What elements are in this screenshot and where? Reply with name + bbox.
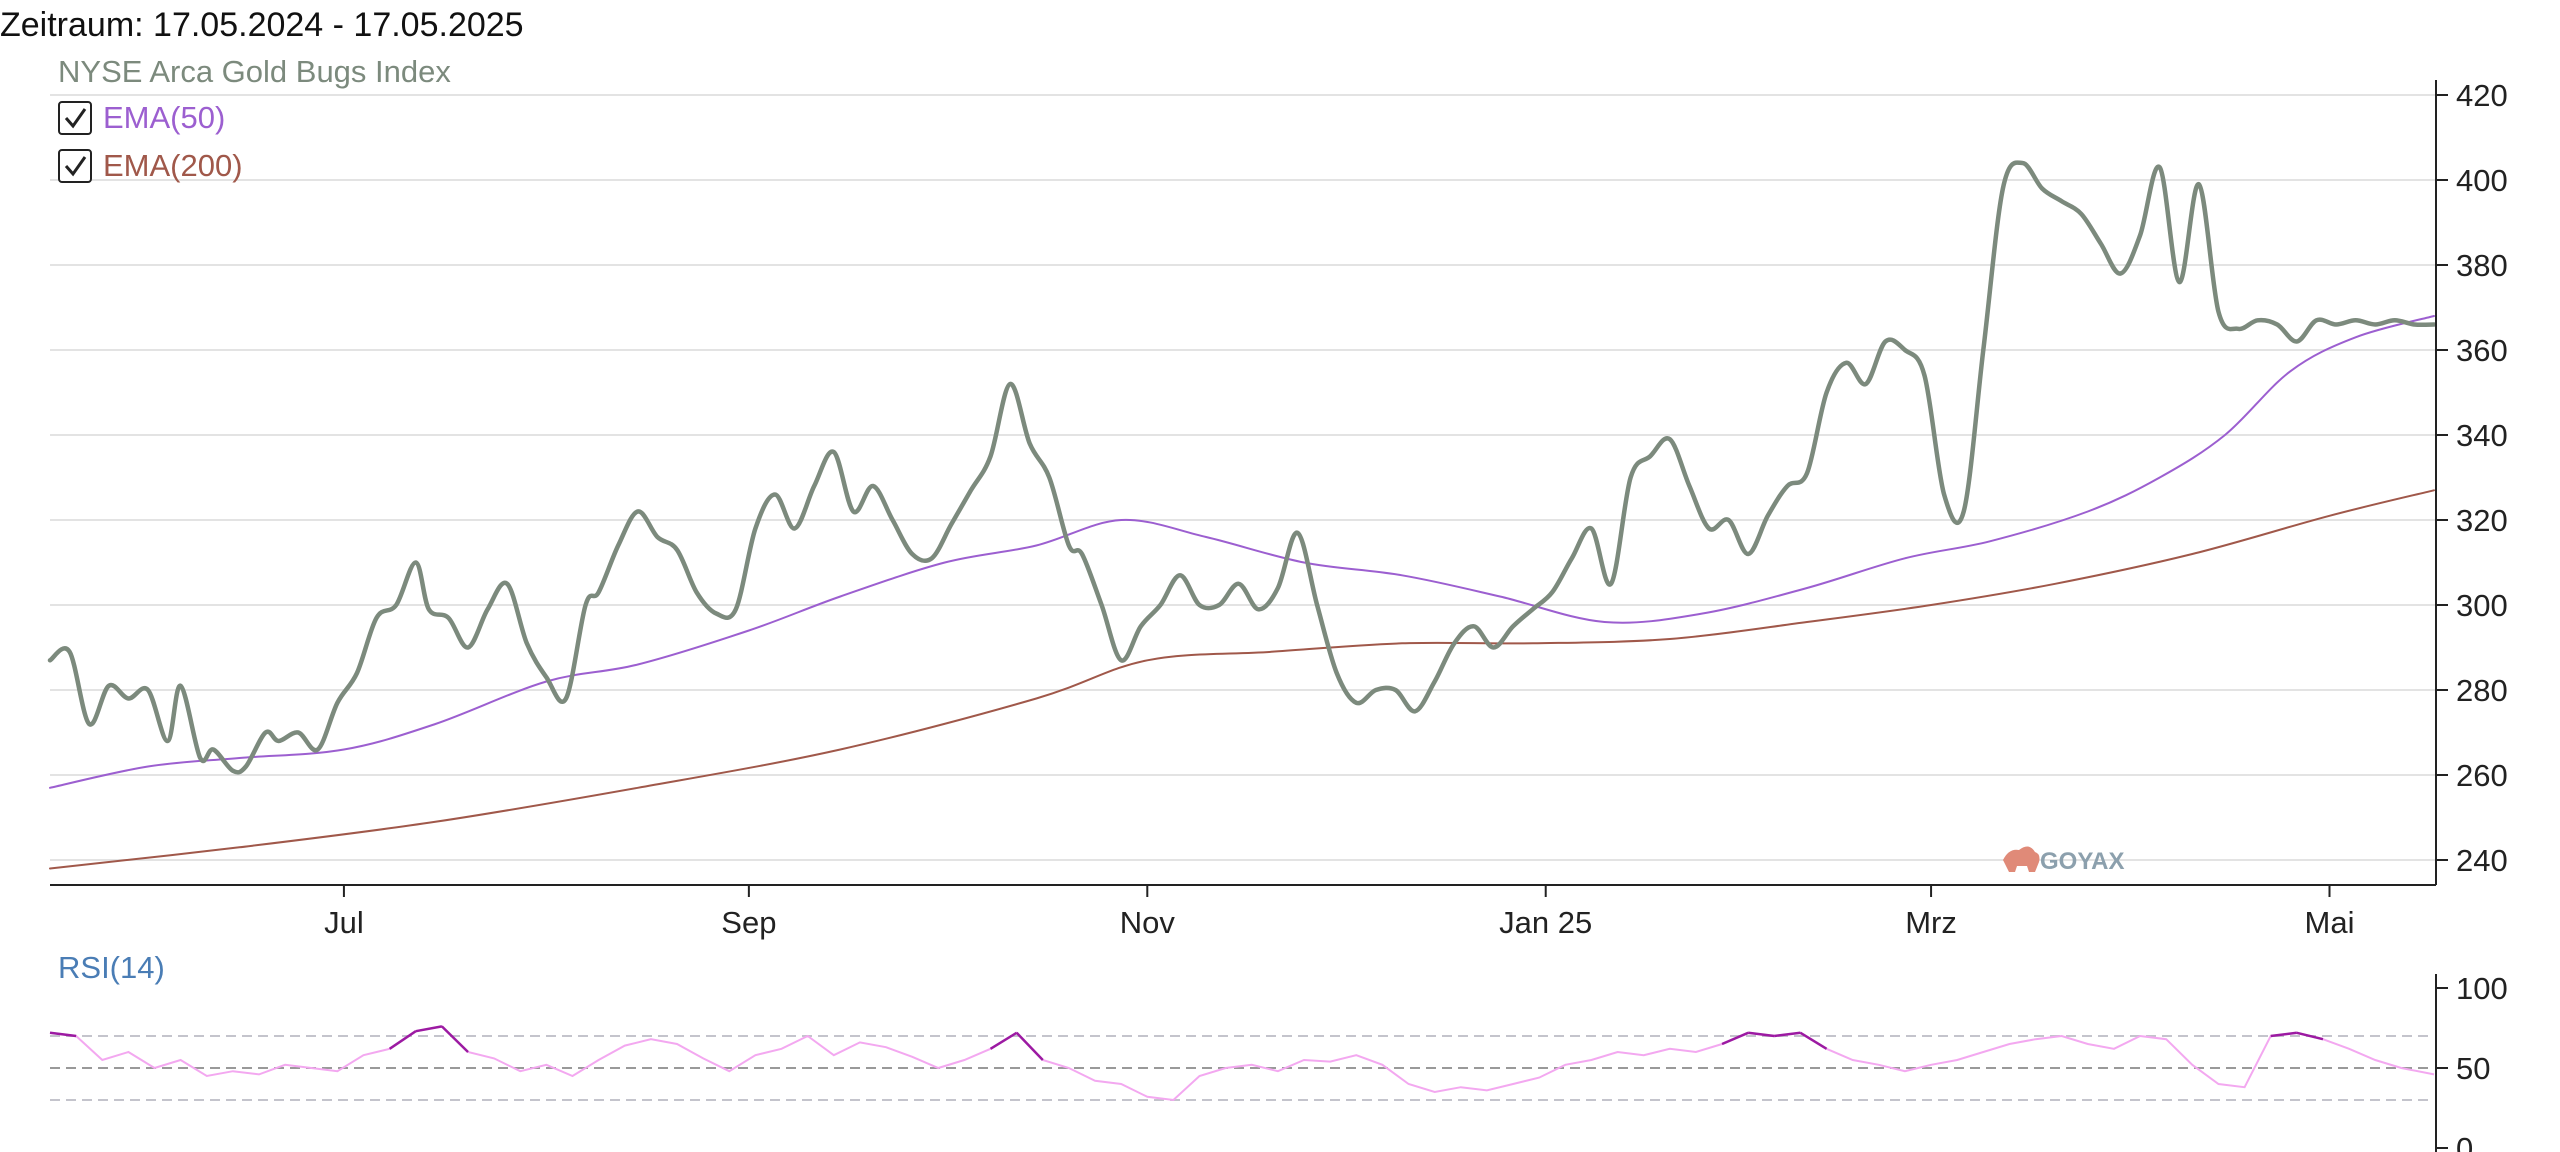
watermark-text: GOYAX — [2040, 848, 2124, 875]
rsi-extreme-segment — [1015, 1031, 1044, 1061]
y-tick-label-360: 360 — [2456, 333, 2508, 368]
rsi-y-tick-label-50: 50 — [2456, 1051, 2490, 1086]
rsi-y-tick-label-0: 0 — [2456, 1131, 2473, 1152]
y-tick-label-420: 420 — [2456, 78, 2508, 113]
goyax-watermark: GOYAX — [2003, 846, 2124, 875]
x-tick-label: Mrz — [1905, 905, 1957, 940]
ema50-line — [49, 315, 2435, 789]
y-tick-label-240: 240 — [2456, 843, 2508, 878]
y-tick-label-260: 260 — [2456, 758, 2508, 793]
check-icon — [64, 156, 87, 177]
rsi-extreme-segment — [989, 1031, 1018, 1050]
x-tick-label: Mai — [2305, 905, 2355, 940]
rsi-extreme-segment — [1721, 1031, 1749, 1046]
rsi-extreme-segment — [49, 1031, 77, 1038]
ema200-checkbox[interactable] — [58, 149, 92, 183]
x-tick-label: Nov — [1120, 905, 1176, 940]
rsi-extreme-segment — [1774, 1031, 1801, 1038]
rsi-axes: 0 50 100 — [2435, 971, 2508, 1152]
ema50-checkbox[interactable] — [58, 101, 92, 135]
rsi-extreme-segment — [2270, 1031, 2297, 1038]
rsi-extreme-segment — [2296, 1031, 2324, 1041]
main-grid — [50, 94, 2438, 861]
rsi-title: RSI(14) — [58, 950, 165, 985]
x-tick-label: Jul — [324, 905, 364, 940]
y-tick-label-380: 380 — [2456, 248, 2508, 283]
main-axes: 240 260 280 300 320 340 360 380 400 420 Jul Sep Nov J… — [50, 78, 2508, 940]
y-tick-label-340: 340 — [2456, 418, 2508, 453]
ema200-line — [49, 489, 2435, 870]
price-line — [47, 160, 2437, 775]
bull-icon — [2003, 846, 2040, 872]
y-tick-label-300: 300 — [2456, 588, 2508, 623]
rsi-extreme-segment — [388, 1030, 417, 1050]
main-chart-title: NYSE Arca Gold Bugs Index — [58, 54, 451, 89]
y-tick-label-400: 400 — [2456, 163, 2508, 198]
period-label: Zeitraum: 17.05.2024 - 17.05.2025 — [0, 6, 524, 44]
y-tick-label-320: 320 — [2456, 503, 2508, 538]
rsi-reference-lines — [50, 1035, 2434, 1101]
rsi-extreme-segment — [1748, 1031, 1775, 1038]
y-tick-label-280: 280 — [2456, 673, 2508, 708]
main-series-layer — [47, 160, 2437, 870]
legend-ema50[interactable]: EMA(50) — [58, 100, 225, 135]
rsi-extreme-segment — [415, 1025, 443, 1033]
rsi-extreme-segment — [1799, 1031, 1828, 1050]
x-tick-label: Jan 25 — [1499, 905, 1592, 940]
legend-label-ema200: EMA(200) — [103, 148, 243, 183]
legend-label-ema50: EMA(50) — [103, 100, 225, 135]
legend-ema200[interactable]: EMA(200) — [58, 148, 243, 183]
rsi-series-layer — [49, 1025, 2435, 1102]
rsi-y-tick-label-100: 100 — [2456, 971, 2508, 1006]
check-icon — [64, 108, 87, 129]
x-tick-label: Sep — [721, 905, 776, 940]
rsi-extreme-segment — [441, 1025, 469, 1053]
